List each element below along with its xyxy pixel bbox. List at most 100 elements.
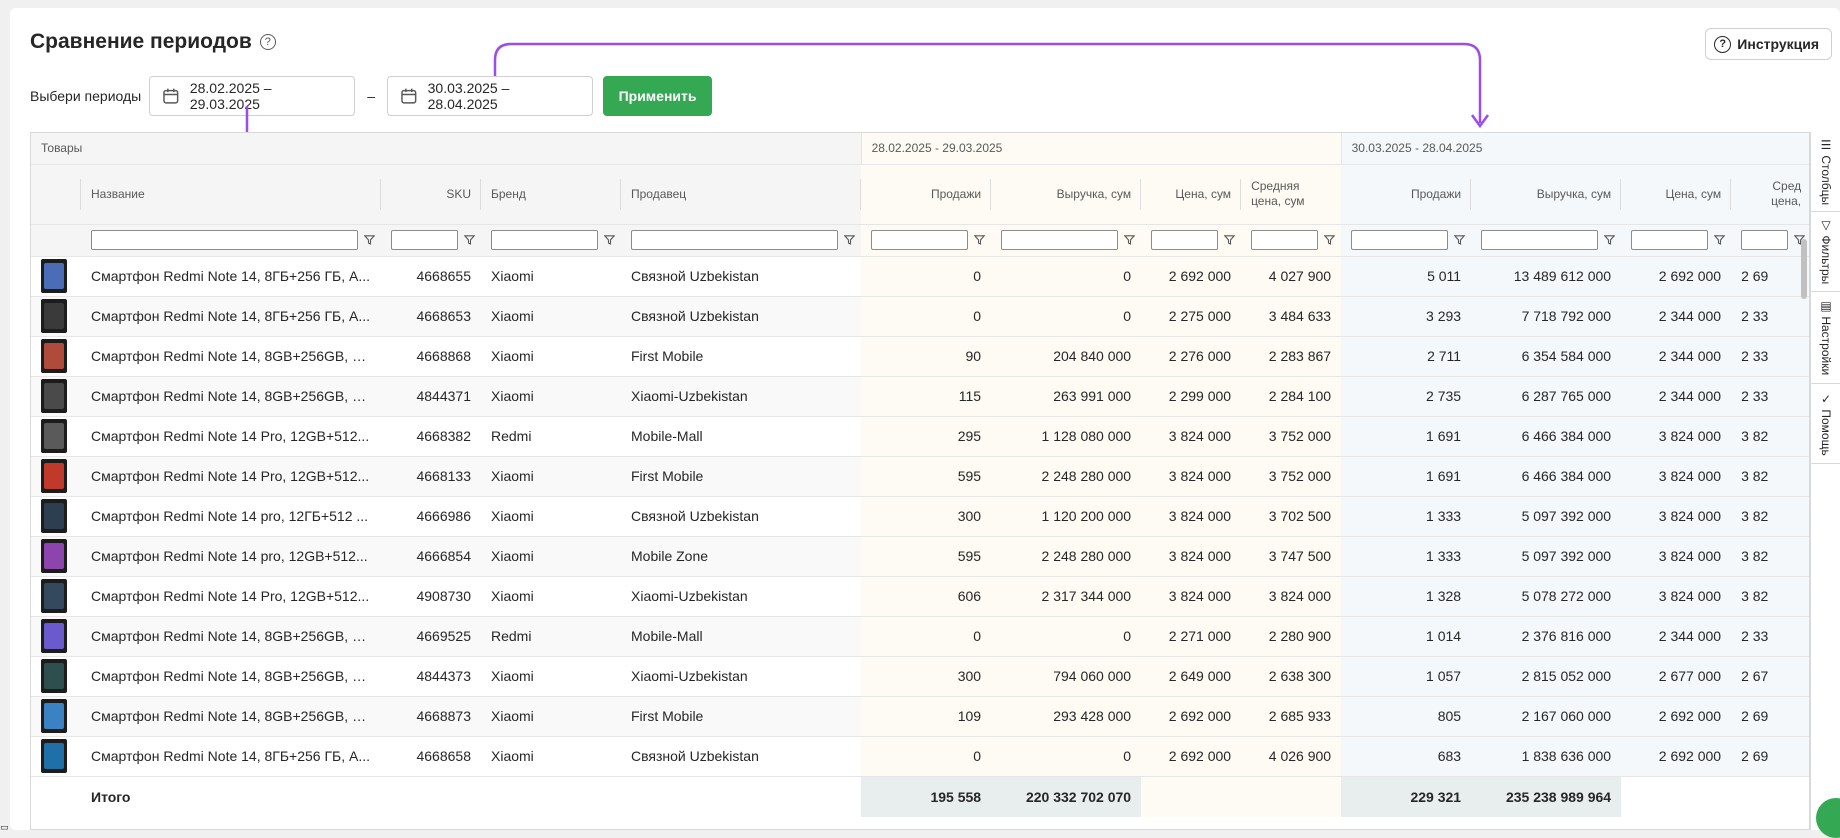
brand-link[interactable]: Xiaomi — [481, 736, 621, 777]
table-row[interactable]: Смартфон Redmi Note 14 Pro, 12GB+512... 4… — [31, 576, 1809, 617]
brand-link[interactable]: Redmi — [481, 416, 621, 457]
brand-link[interactable]: Xiaomi — [481, 496, 621, 537]
table-row[interactable]: Смартфон Redmi Note 14, 8ГБ+256 ГБ, А...… — [31, 736, 1809, 777]
product-name-link[interactable]: Смартфон Redmi Note 14, 8ГБ+256 ГБ, А... — [81, 256, 381, 297]
funnel-icon[interactable] — [1124, 235, 1136, 245]
table-row[interactable]: Смартфон Redmi Note 14 pro, 12ГБ+512 ...… — [31, 496, 1809, 537]
product-thumbnail[interactable] — [41, 539, 67, 573]
product-thumbnail[interactable] — [41, 699, 67, 733]
funnel-icon[interactable] — [1454, 235, 1466, 245]
product-thumbnail[interactable] — [41, 459, 67, 493]
col-name[interactable]: Название — [81, 164, 381, 225]
table-row[interactable]: Смартфон Redmi Note 14, 8GB+256GB, А... 4… — [31, 336, 1809, 377]
sku-link[interactable]: 4668873 — [381, 696, 481, 737]
sku-link[interactable]: 4668653 — [381, 296, 481, 337]
funnel-icon[interactable] — [1794, 235, 1806, 245]
seller-link[interactable]: Связной Uzbekistan — [621, 496, 862, 537]
table-row[interactable]: Смартфон Redmi Note 14 pro, 12GB+512... 4… — [31, 536, 1809, 577]
seller-link[interactable]: Xiaomi-Uzbekistan — [621, 376, 862, 417]
product-name-link[interactable]: Смартфон Redmi Note 14 Pro, 12GB+512... — [81, 416, 381, 457]
funnel-icon[interactable] — [1324, 235, 1336, 245]
table-row[interactable]: Смартфон Redmi Note 14 Pro, 12GB+512... 4… — [31, 416, 1809, 457]
seller-link[interactable]: Mobile-Mall — [621, 416, 862, 457]
filter-input[interactable] — [491, 230, 598, 250]
table-row[interactable]: Смартфон Redmi Note 14 Pro, 12GB+512... 4… — [31, 456, 1809, 497]
product-name-link[interactable]: Смартфон Redmi Note 14, 8GB+256GB, А... — [81, 376, 381, 417]
date-range-picker-2[interactable]: 30.03.2025 – 28.04.2025 — [387, 76, 594, 116]
product-name-link[interactable]: Смартфон Redmi Note 14, 8GB+256GB, А... — [81, 656, 381, 697]
product-name-link[interactable]: Смартфон Redmi Note 14 Pro, 12GB+512... — [81, 456, 381, 497]
brand-link[interactable]: Xiaomi — [481, 696, 621, 737]
product-thumbnail[interactable] — [41, 419, 67, 453]
col-avg-price-2[interactable]: Сред цена, — [1731, 164, 1809, 225]
side-tab-filters[interactable]: ▽ Фильтры — [1811, 212, 1840, 292]
table-row[interactable]: Смартфон Redmi Note 14, 8ГБ+256 ГБ, А...… — [31, 256, 1809, 297]
product-name-link[interactable]: Смартфон Redmi Note 14, 8GB+256GB, А... — [81, 616, 381, 657]
brand-link[interactable]: Xiaomi — [481, 296, 621, 337]
instruction-button[interactable]: ? Инструкция — [1705, 28, 1832, 60]
sku-link[interactable]: 4844373 — [381, 656, 481, 697]
table-row[interactable]: Смартфон Redmi Note 14, 8GB+256GB, А... 4… — [31, 376, 1809, 417]
col-avg-price-1[interactable]: Средняя цена, сум — [1241, 164, 1342, 225]
product-name-link[interactable]: Смартфон Redmi Note 14 Pro, 12GB+512... — [81, 576, 381, 617]
sku-link[interactable]: 4844371 — [381, 376, 481, 417]
seller-link[interactable]: Mobile-Mall — [621, 616, 862, 657]
brand-link[interactable]: Xiaomi — [481, 576, 621, 617]
filter-input[interactable] — [1481, 230, 1599, 250]
product-name-link[interactable]: Смартфон Redmi Note 14 pro, 12ГБ+512 ... — [81, 496, 381, 537]
product-thumbnail[interactable] — [41, 379, 67, 413]
product-thumbnail[interactable] — [41, 339, 67, 373]
scrollbar-thumb[interactable] — [1801, 239, 1807, 299]
seller-link[interactable]: Xiaomi-Uzbekistan — [621, 656, 862, 697]
filter-input[interactable] — [1631, 230, 1709, 250]
table-row[interactable]: Смартфон Redmi Note 14, 8GB+256GB, А... 4… — [31, 616, 1809, 657]
funnel-icon[interactable] — [844, 235, 856, 245]
product-name-link[interactable]: Смартфон Redmi Note 14 pro, 12GB+512... — [81, 536, 381, 577]
filter-input[interactable] — [91, 230, 358, 250]
sku-link[interactable]: 4908730 — [381, 576, 481, 617]
sku-link[interactable]: 4668133 — [381, 456, 481, 497]
brand-link[interactable]: Xiaomi — [481, 256, 621, 297]
funnel-icon[interactable] — [604, 235, 615, 245]
product-name-link[interactable]: Смартфон Redmi Note 14, 8ГБ+256 ГБ, А... — [81, 296, 381, 337]
product-thumbnail[interactable] — [41, 259, 67, 293]
date-range-picker-1[interactable]: 28.02.2025 – 29.03.2025 — [149, 76, 356, 116]
funnel-icon[interactable] — [364, 235, 375, 245]
seller-link[interactable]: First Mobile — [621, 456, 862, 497]
col-price-1[interactable]: Цена, сум — [1141, 164, 1242, 225]
product-thumbnail[interactable] — [41, 499, 67, 533]
brand-link[interactable]: Xiaomi — [481, 536, 621, 577]
sku-link[interactable]: 4666986 — [381, 496, 481, 537]
seller-link[interactable]: Mobile Zone — [621, 536, 862, 577]
product-name-link[interactable]: Смартфон Redmi Note 14, 8GB+256GB, А... — [81, 336, 381, 377]
sku-link[interactable]: 4669525 — [381, 616, 481, 657]
filter-input[interactable] — [1351, 230, 1449, 250]
product-thumbnail[interactable] — [41, 299, 67, 333]
filter-input[interactable] — [1251, 230, 1319, 250]
col-seller[interactable]: Продавец — [621, 164, 862, 225]
funnel-icon[interactable] — [974, 235, 986, 245]
apply-button[interactable]: Применить — [603, 76, 713, 116]
col-revenue-2[interactable]: Выручка, сум — [1471, 164, 1622, 225]
sku-link[interactable]: 4668382 — [381, 416, 481, 457]
product-name-link[interactable]: Смартфон Redmi Note 14, 8GB+256GB, А... — [81, 696, 381, 737]
product-thumbnail[interactable] — [41, 619, 67, 653]
col-sales-2[interactable]: Продажи — [1341, 164, 1472, 225]
filter-input[interactable] — [871, 230, 969, 250]
filter-input[interactable] — [1151, 230, 1219, 250]
sku-link[interactable]: 4668655 — [381, 256, 481, 297]
help-icon[interactable]: ? — [259, 34, 276, 50]
seller-link[interactable]: Связной Uzbekistan — [621, 256, 862, 297]
funnel-icon[interactable] — [1714, 235, 1726, 245]
seller-link[interactable]: First Mobile — [621, 696, 862, 737]
seller-link[interactable]: Xiaomi-Uzbekistan — [621, 576, 862, 617]
vertical-scrollbar[interactable] — [1800, 237, 1808, 782]
brand-link[interactable]: Redmi — [481, 616, 621, 657]
seller-link[interactable]: Связной Uzbekistan — [621, 296, 862, 337]
table-row[interactable]: Смартфон Redmi Note 14, 8GB+256GB, А... 4… — [31, 656, 1809, 697]
funnel-icon[interactable] — [1224, 235, 1236, 245]
product-thumbnail[interactable] — [41, 739, 67, 773]
table-row[interactable]: Смартфон Redmi Note 14, 8GB+256GB, А... 4… — [31, 696, 1809, 737]
sku-link[interactable]: 4668868 — [381, 336, 481, 377]
side-tab-columns[interactable]: ☰ Столбцы — [1811, 132, 1840, 212]
